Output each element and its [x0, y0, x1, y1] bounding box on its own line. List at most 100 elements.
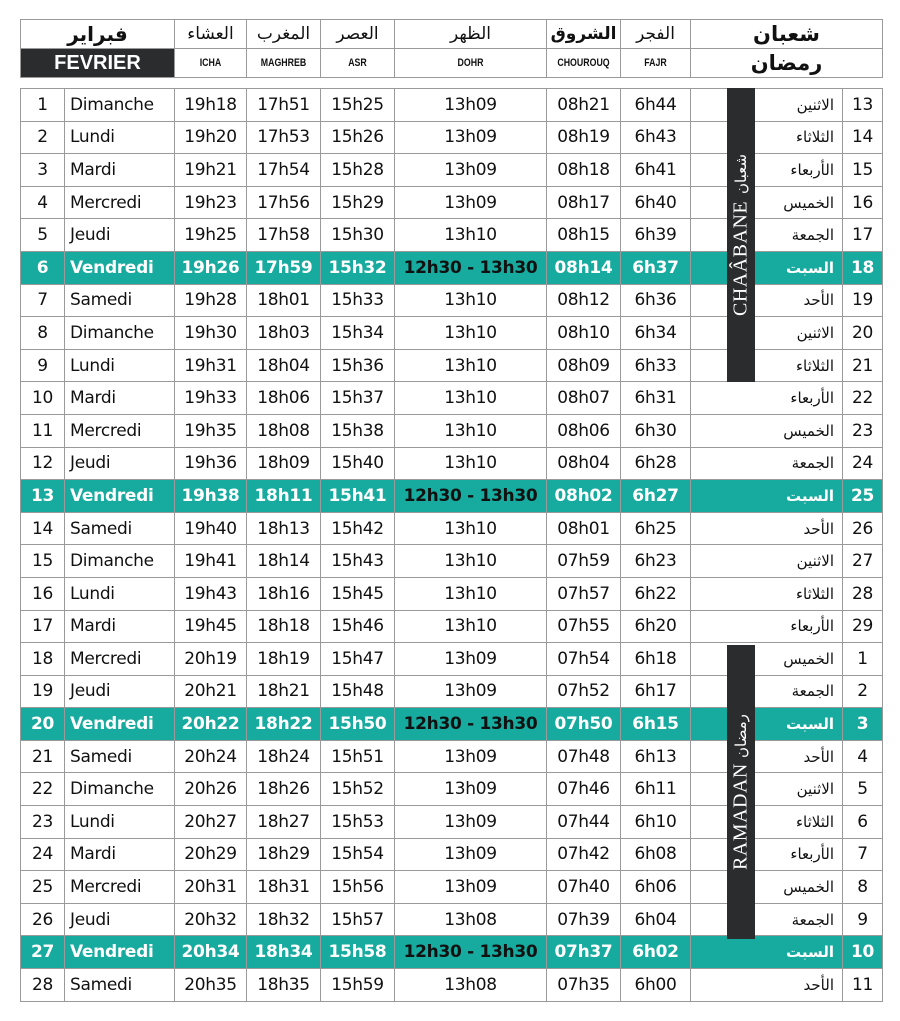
icha-time: 19h45 [174, 609, 247, 644]
day-number: 18 [20, 642, 65, 676]
day-name: Vendredi [64, 707, 175, 741]
chourouq-time: 08h17 [546, 185, 621, 220]
col-fajr-ar: الفجر [620, 19, 691, 49]
asr-time: 15h38 [320, 413, 395, 448]
icha-time: 20h21 [174, 674, 247, 709]
chourouq-time: 07h44 [546, 805, 621, 839]
hijri-day: 27 [842, 544, 883, 578]
maghreb-time: 18h14 [246, 544, 321, 578]
day-name: Vendredi [64, 479, 175, 513]
day-number: 5 [20, 218, 65, 252]
table-row: 10 Mardi 19h33 18h06 15h37 13h10 08h07 6h31 الأر… [20, 381, 883, 415]
table-row: 16 Lundi 19h43 18h16 15h45 13h10 07h57 6h22 الثل… [20, 576, 883, 611]
day-name: Dimanche [64, 316, 175, 350]
asr-time: 15h48 [320, 674, 395, 709]
arabic-day-name: الاثنين [690, 772, 843, 807]
dohr-time: 13h10 [394, 511, 547, 546]
dohr-time: 13h08 [394, 968, 547, 1002]
day-number: 28 [20, 968, 65, 1002]
day-number: 4 [20, 185, 65, 220]
col-chourouq-label: CHOUROUQ [557, 57, 610, 69]
dohr-time: 13h10 [394, 381, 547, 415]
dohr-time: 13h09 [394, 870, 547, 904]
day-number: 1 [20, 88, 65, 122]
day-name: Jeudi [64, 218, 175, 252]
hijri-day: 18 [842, 250, 883, 285]
fajr-time: 6h43 [620, 120, 691, 155]
table-row: 15 Dimanche 19h41 18h14 15h43 13h10 07h59 6h23 ا… [20, 544, 883, 578]
maghreb-time: 18h03 [246, 316, 321, 350]
hijri-day: 15 [842, 153, 883, 187]
maghreb-time: 18h34 [246, 935, 321, 970]
day-name: Mardi [64, 381, 175, 415]
chourouq-time: 07h35 [546, 968, 621, 1002]
asr-time: 15h51 [320, 739, 395, 774]
month-arabic: فبراير [20, 19, 175, 49]
asr-time: 15h42 [320, 511, 395, 546]
day-number: 11 [20, 413, 65, 448]
icha-time: 19h25 [174, 218, 247, 252]
dohr-time: 13h09 [394, 772, 547, 807]
maghreb-time: 17h59 [246, 250, 321, 285]
asr-time: 15h52 [320, 772, 395, 807]
dohr-time: 13h09 [394, 805, 547, 839]
hijri-day: 19 [842, 283, 883, 318]
chourouq-time: 08h21 [546, 88, 621, 122]
chourouq-time: 07h37 [546, 935, 621, 970]
arabic-day-name: الخميس [690, 413, 843, 448]
icha-time: 20h34 [174, 935, 247, 970]
table-row: 19 Jeudi 20h21 18h21 15h48 13h09 07h52 6h17 الجم… [20, 674, 883, 709]
day-name: Samedi [64, 283, 175, 318]
fajr-time: 6h25 [620, 511, 691, 546]
hijri-day: 14 [842, 120, 883, 155]
asr-time: 15h58 [320, 935, 395, 970]
chourouq-time: 07h54 [546, 642, 621, 676]
dohr-time: 12h30 - 13h30 [394, 707, 547, 741]
day-name: Jeudi [64, 902, 175, 937]
hijri-day: 6 [842, 805, 883, 839]
col-icha-ar: العشاء [174, 19, 247, 49]
dohr-time: 13h10 [394, 413, 547, 448]
maghreb-time: 17h51 [246, 88, 321, 122]
maghreb-time: 18h16 [246, 576, 321, 611]
icha-time: 19h41 [174, 544, 247, 578]
dohr-time: 12h30 - 13h30 [394, 250, 547, 285]
chourouq-time: 08h10 [546, 316, 621, 350]
dohr-time: 13h09 [394, 837, 547, 872]
icha-time: 20h35 [174, 968, 247, 1002]
day-name: Mardi [64, 837, 175, 872]
day-name: Dimanche [64, 544, 175, 578]
day-name: Dimanche [64, 88, 175, 122]
icha-time: 19h43 [174, 576, 247, 611]
icha-time: 19h20 [174, 120, 247, 155]
month-bar-chaabane-arabic: شعبان [732, 154, 750, 195]
hijri-day: 29 [842, 609, 883, 644]
chourouq-time: 07h57 [546, 576, 621, 611]
arabic-day-name: السبت [690, 935, 843, 970]
table-row: 3 Mardi 19h21 17h54 15h28 13h09 08h18 6h41 الأرب… [20, 153, 883, 187]
col-icha-label: ICHA [199, 57, 222, 69]
col-chourouq: CHOUROUQ [546, 48, 621, 78]
dohr-time: 12h30 - 13h30 [394, 479, 547, 513]
fajr-time: 6h15 [620, 707, 691, 741]
arabic-day-name: الاثنين [690, 316, 843, 350]
day-name: Mardi [64, 153, 175, 187]
fajr-time: 6h20 [620, 609, 691, 644]
asr-time: 15h26 [320, 120, 395, 155]
chourouq-time: 08h02 [546, 479, 621, 513]
day-number: 13 [20, 479, 65, 513]
chourouq-time: 08h01 [546, 511, 621, 546]
icha-time: 19h38 [174, 479, 247, 513]
dohr-time: 13h10 [394, 609, 547, 644]
day-name: Jeudi [64, 674, 175, 709]
hijri-month-ramadan: رمضان [690, 48, 883, 78]
icha-time: 20h31 [174, 870, 247, 904]
day-number: 20 [20, 707, 65, 741]
day-number: 14 [20, 511, 65, 546]
day-number: 19 [20, 674, 65, 709]
hijri-day: 22 [842, 381, 883, 415]
maghreb-time: 18h26 [246, 772, 321, 807]
fajr-time: 6h18 [620, 642, 691, 676]
asr-time: 15h34 [320, 316, 395, 350]
dohr-time: 13h10 [394, 218, 547, 252]
